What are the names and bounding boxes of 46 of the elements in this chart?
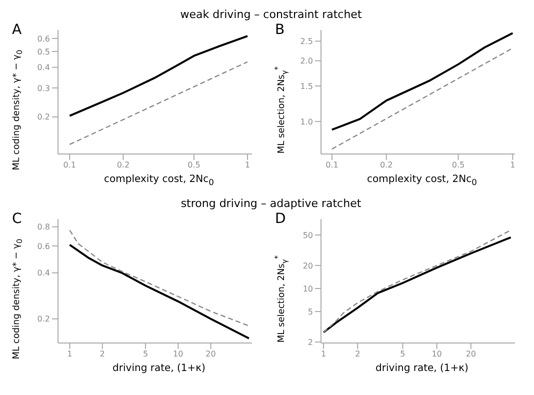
x-tick-label: 1 <box>244 160 250 170</box>
x-axis-title: driving rate, (1+κ) <box>112 363 206 374</box>
chart-title: weak driving – constraint ratchet <box>180 8 362 21</box>
chart-title: strong driving – adaptive ratchet <box>180 197 362 210</box>
y-tick-label: 20 <box>302 261 313 270</box>
text: B <box>275 22 285 38</box>
y-tick-label: 0.3 <box>37 84 50 93</box>
x-tick-label: 0.2 <box>116 160 130 170</box>
x-tick-label: 0.1 <box>63 160 76 170</box>
text: D <box>275 211 286 227</box>
y-tick-label: 0.5 <box>37 47 50 56</box>
y-tick-label: 2.0 <box>300 56 313 66</box>
x-tick-label: 10 <box>173 350 184 359</box>
y-tick-label: 1.0 <box>300 117 313 126</box>
y-tick-label: 50 <box>302 230 313 240</box>
text: A <box>12 22 22 38</box>
y-tick-label: 0.6 <box>37 242 50 251</box>
x-tick-label: 20 <box>466 350 476 359</box>
x-tick-label: 1 <box>510 160 516 170</box>
y-tick-label: 0.2 <box>37 314 50 324</box>
x-axis-title: complexity cost, 2Nc$_{0}$ <box>366 174 478 187</box>
y-tick-label: 0.4 <box>37 268 50 278</box>
x-tick-label: 0.5 <box>188 160 200 170</box>
x-tick-label: 1 <box>320 350 326 359</box>
y-tick-label: 2 <box>308 338 313 347</box>
x-tick-label: 2 <box>100 350 105 359</box>
y-tick-label: 2.5 <box>300 37 313 46</box>
x-tick-label: 5 <box>142 350 148 359</box>
x-tick-label: 20 <box>206 350 216 359</box>
y-tick-label: 0.8 <box>37 222 50 232</box>
x-tick-label: 1 <box>67 350 72 359</box>
y-tick-label: 0.6 <box>37 34 50 44</box>
y-tick-label: 5 <box>308 307 313 316</box>
y-tick-label: 1.5 <box>300 82 313 91</box>
x-tick-label: 5 <box>400 350 406 359</box>
y-tick-label: 0.2 <box>37 112 50 122</box>
y-tick-label: 0.4 <box>37 63 50 72</box>
x-tick-label: 0.5 <box>452 160 465 170</box>
text: C <box>12 211 22 227</box>
x-tick-label: 0.1 <box>326 160 338 170</box>
y-tick-label: 10 <box>302 284 313 294</box>
x-axis-title: driving rate, (1+κ) <box>374 363 470 374</box>
x-axis-title: complexity cost, 2Nc$_{0}$ <box>103 174 215 187</box>
x-tick-label: 2 <box>355 350 360 359</box>
x-tick-label: 0.2 <box>380 160 393 170</box>
x-tick-label: 10 <box>432 350 442 359</box>
